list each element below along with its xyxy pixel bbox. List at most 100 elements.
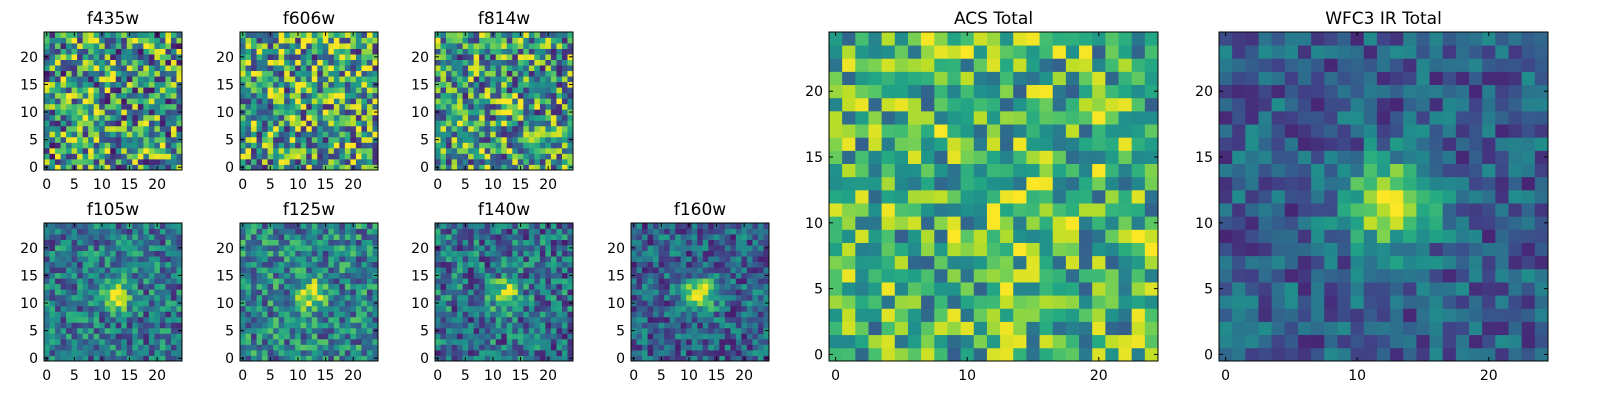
heatmap-cell <box>132 142 139 149</box>
heatmap-cell <box>545 98 552 105</box>
heatmap-cell <box>44 76 50 83</box>
heatmap-cell <box>372 43 379 49</box>
heatmap-cell <box>934 295 948 309</box>
heatmap-cell <box>702 349 709 356</box>
heatmap-cell <box>262 289 268 296</box>
heatmap-cell <box>435 153 441 160</box>
heatmap-cell <box>366 103 373 110</box>
heatmap-cell <box>289 120 296 127</box>
heatmap-cell <box>881 242 896 257</box>
heatmap-cell <box>484 131 491 138</box>
heatmap-cell <box>907 268 922 283</box>
heatmap-cell <box>132 76 139 83</box>
heatmap-cell <box>137 355 144 362</box>
heatmap-cell <box>132 256 139 263</box>
heatmap-cell <box>115 305 122 312</box>
heatmap-cell <box>66 239 72 246</box>
heatmap-cell <box>523 355 530 362</box>
heatmap-cell <box>71 103 78 110</box>
heatmap-cell <box>468 87 475 94</box>
heatmap-cell <box>267 344 274 351</box>
heatmap-cell <box>251 261 257 268</box>
panel-title: f140w <box>478 200 530 220</box>
heatmap-cell <box>240 43 246 49</box>
heatmap-cell <box>148 245 155 251</box>
heatmap-cell <box>71 43 78 49</box>
heatmap-cell <box>333 355 340 362</box>
heatmap-cell <box>295 305 302 312</box>
heatmap-cell <box>523 125 530 132</box>
heatmap-cell <box>446 81 452 88</box>
heatmap-cell <box>159 136 166 143</box>
heatmap-cell <box>658 305 665 312</box>
heatmap-cell <box>154 70 161 77</box>
heatmap-cell <box>66 322 72 329</box>
heatmap-cell <box>724 355 731 362</box>
heatmap-cell <box>104 37 111 44</box>
heatmap-cell <box>245 234 252 240</box>
heatmap-cell <box>300 283 307 290</box>
heatmap-cell <box>361 327 368 334</box>
heatmap-cell <box>339 223 346 229</box>
heatmap-cell <box>66 234 72 240</box>
heatmap-cell <box>284 81 291 88</box>
heatmap-cell <box>311 333 318 340</box>
heatmap-cell <box>44 294 50 301</box>
heatmap-cell <box>881 295 896 309</box>
heatmap-cell <box>550 87 557 94</box>
heatmap-cell <box>1013 203 1027 217</box>
heatmap-cell <box>344 164 351 171</box>
axes-frame <box>43 222 183 362</box>
heatmap-cell <box>686 327 693 334</box>
heatmap-cell <box>523 333 530 340</box>
heatmap-cell <box>473 153 480 160</box>
heatmap-cell <box>66 48 72 55</box>
heatmap-cell <box>126 158 133 165</box>
heatmap-cell <box>1079 295 1093 309</box>
heatmap-cell <box>132 54 139 60</box>
heatmap-cell <box>355 131 362 138</box>
heatmap-cell <box>680 289 687 296</box>
heatmap-cell <box>479 322 486 329</box>
heatmap-cell <box>501 278 508 285</box>
heatmap-cell <box>691 316 698 323</box>
heatmap-cell <box>539 311 546 318</box>
heatmap-cell <box>77 114 84 121</box>
heatmap-cell <box>1131 176 1146 191</box>
heatmap-cell <box>165 120 172 127</box>
heatmap-cell <box>473 32 480 38</box>
heatmap-cell <box>126 239 133 246</box>
heatmap-cell <box>93 333 100 340</box>
heatmap-cell <box>934 242 948 257</box>
heatmap-cell <box>512 349 519 356</box>
heatmap-cell <box>66 245 72 251</box>
heatmap-cell <box>512 278 519 285</box>
heatmap-cell <box>440 92 447 99</box>
heatmap-cell <box>512 131 519 138</box>
heatmap-cell <box>561 142 568 149</box>
x-tick-label: 20 <box>539 177 557 193</box>
heatmap-cell <box>256 59 263 66</box>
heatmap-cell <box>691 278 698 285</box>
heatmap-cell <box>735 305 742 312</box>
heatmap-cell <box>88 223 95 229</box>
heatmap-cell <box>126 338 133 345</box>
x-tick-label: 10 <box>93 177 111 193</box>
heatmap-cell <box>159 245 166 251</box>
heatmap-cell <box>273 48 280 55</box>
heatmap-cell <box>361 316 368 323</box>
heatmap-cell <box>724 322 731 329</box>
heatmap-cell <box>306 234 313 240</box>
heatmap-cell <box>708 267 715 274</box>
heatmap-cell <box>490 250 497 257</box>
x-tick-label: 20 <box>344 368 362 384</box>
heatmap-cell <box>669 338 676 345</box>
heatmap-cell <box>484 76 491 83</box>
heatmap-cell <box>1079 216 1093 230</box>
heatmap-cell <box>306 239 313 246</box>
heatmap-cell <box>115 164 122 171</box>
heatmap-cell <box>339 289 346 296</box>
heatmap-cell <box>306 338 313 345</box>
heatmap-cell <box>344 147 351 154</box>
heatmap-cell <box>170 289 177 296</box>
